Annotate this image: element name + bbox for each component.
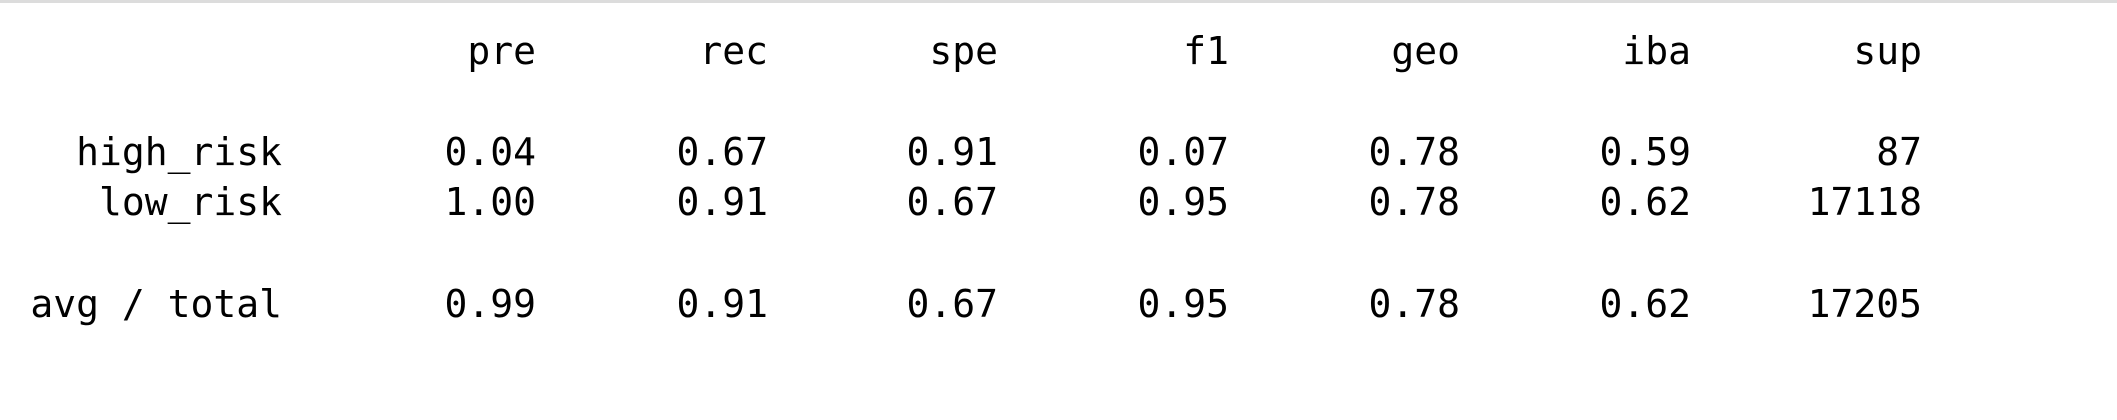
low-risk-iba-value: 0.62 bbox=[1599, 180, 1691, 224]
avg-total-sup-value: 17205 bbox=[1807, 282, 1922, 326]
avg-total-geo-value: 0.78 bbox=[1368, 282, 1460, 326]
high-risk-pre-value: 0.04 bbox=[444, 130, 536, 174]
high-risk-sup-value: 87 bbox=[1876, 130, 1922, 174]
high-risk-iba-value: 0.59 bbox=[1599, 130, 1691, 174]
high-risk-geo-value: 0.78 bbox=[1368, 130, 1460, 174]
row-label-high-risk: high_risk bbox=[76, 130, 282, 174]
row-label-avg-total: avg / total bbox=[30, 282, 282, 326]
low-risk-spe-value: 0.67 bbox=[906, 180, 998, 224]
column-header-rec: rec bbox=[699, 29, 768, 73]
avg-total-rec-value: 0.91 bbox=[676, 282, 768, 326]
high-risk-spe-value: 0.91 bbox=[906, 130, 998, 174]
high-risk-rec-value: 0.67 bbox=[676, 130, 768, 174]
high-risk-f1-value: 0.07 bbox=[1137, 130, 1229, 174]
low-risk-rec-value: 0.91 bbox=[676, 180, 768, 224]
avg-total-spe-value: 0.67 bbox=[906, 282, 998, 326]
low-risk-pre-value: 1.00 bbox=[444, 180, 536, 224]
column-header-f1: f1 bbox=[1183, 29, 1229, 73]
column-header-spe: spe bbox=[929, 29, 998, 73]
column-header-sup: sup bbox=[1853, 29, 1922, 73]
low-risk-f1-value: 0.95 bbox=[1137, 180, 1229, 224]
avg-total-pre-value: 0.99 bbox=[444, 282, 536, 326]
column-header-geo: geo bbox=[1391, 29, 1460, 73]
column-header-pre: pre bbox=[467, 29, 536, 73]
output-top-border bbox=[0, 0, 2117, 3]
low-risk-geo-value: 0.78 bbox=[1368, 180, 1460, 224]
row-label-low-risk: low_risk bbox=[98, 180, 282, 224]
column-header-iba: iba bbox=[1622, 29, 1691, 73]
avg-total-f1-value: 0.95 bbox=[1137, 282, 1229, 326]
avg-total-iba-value: 0.62 bbox=[1599, 282, 1691, 326]
low-risk-sup-value: 17118 bbox=[1807, 180, 1922, 224]
